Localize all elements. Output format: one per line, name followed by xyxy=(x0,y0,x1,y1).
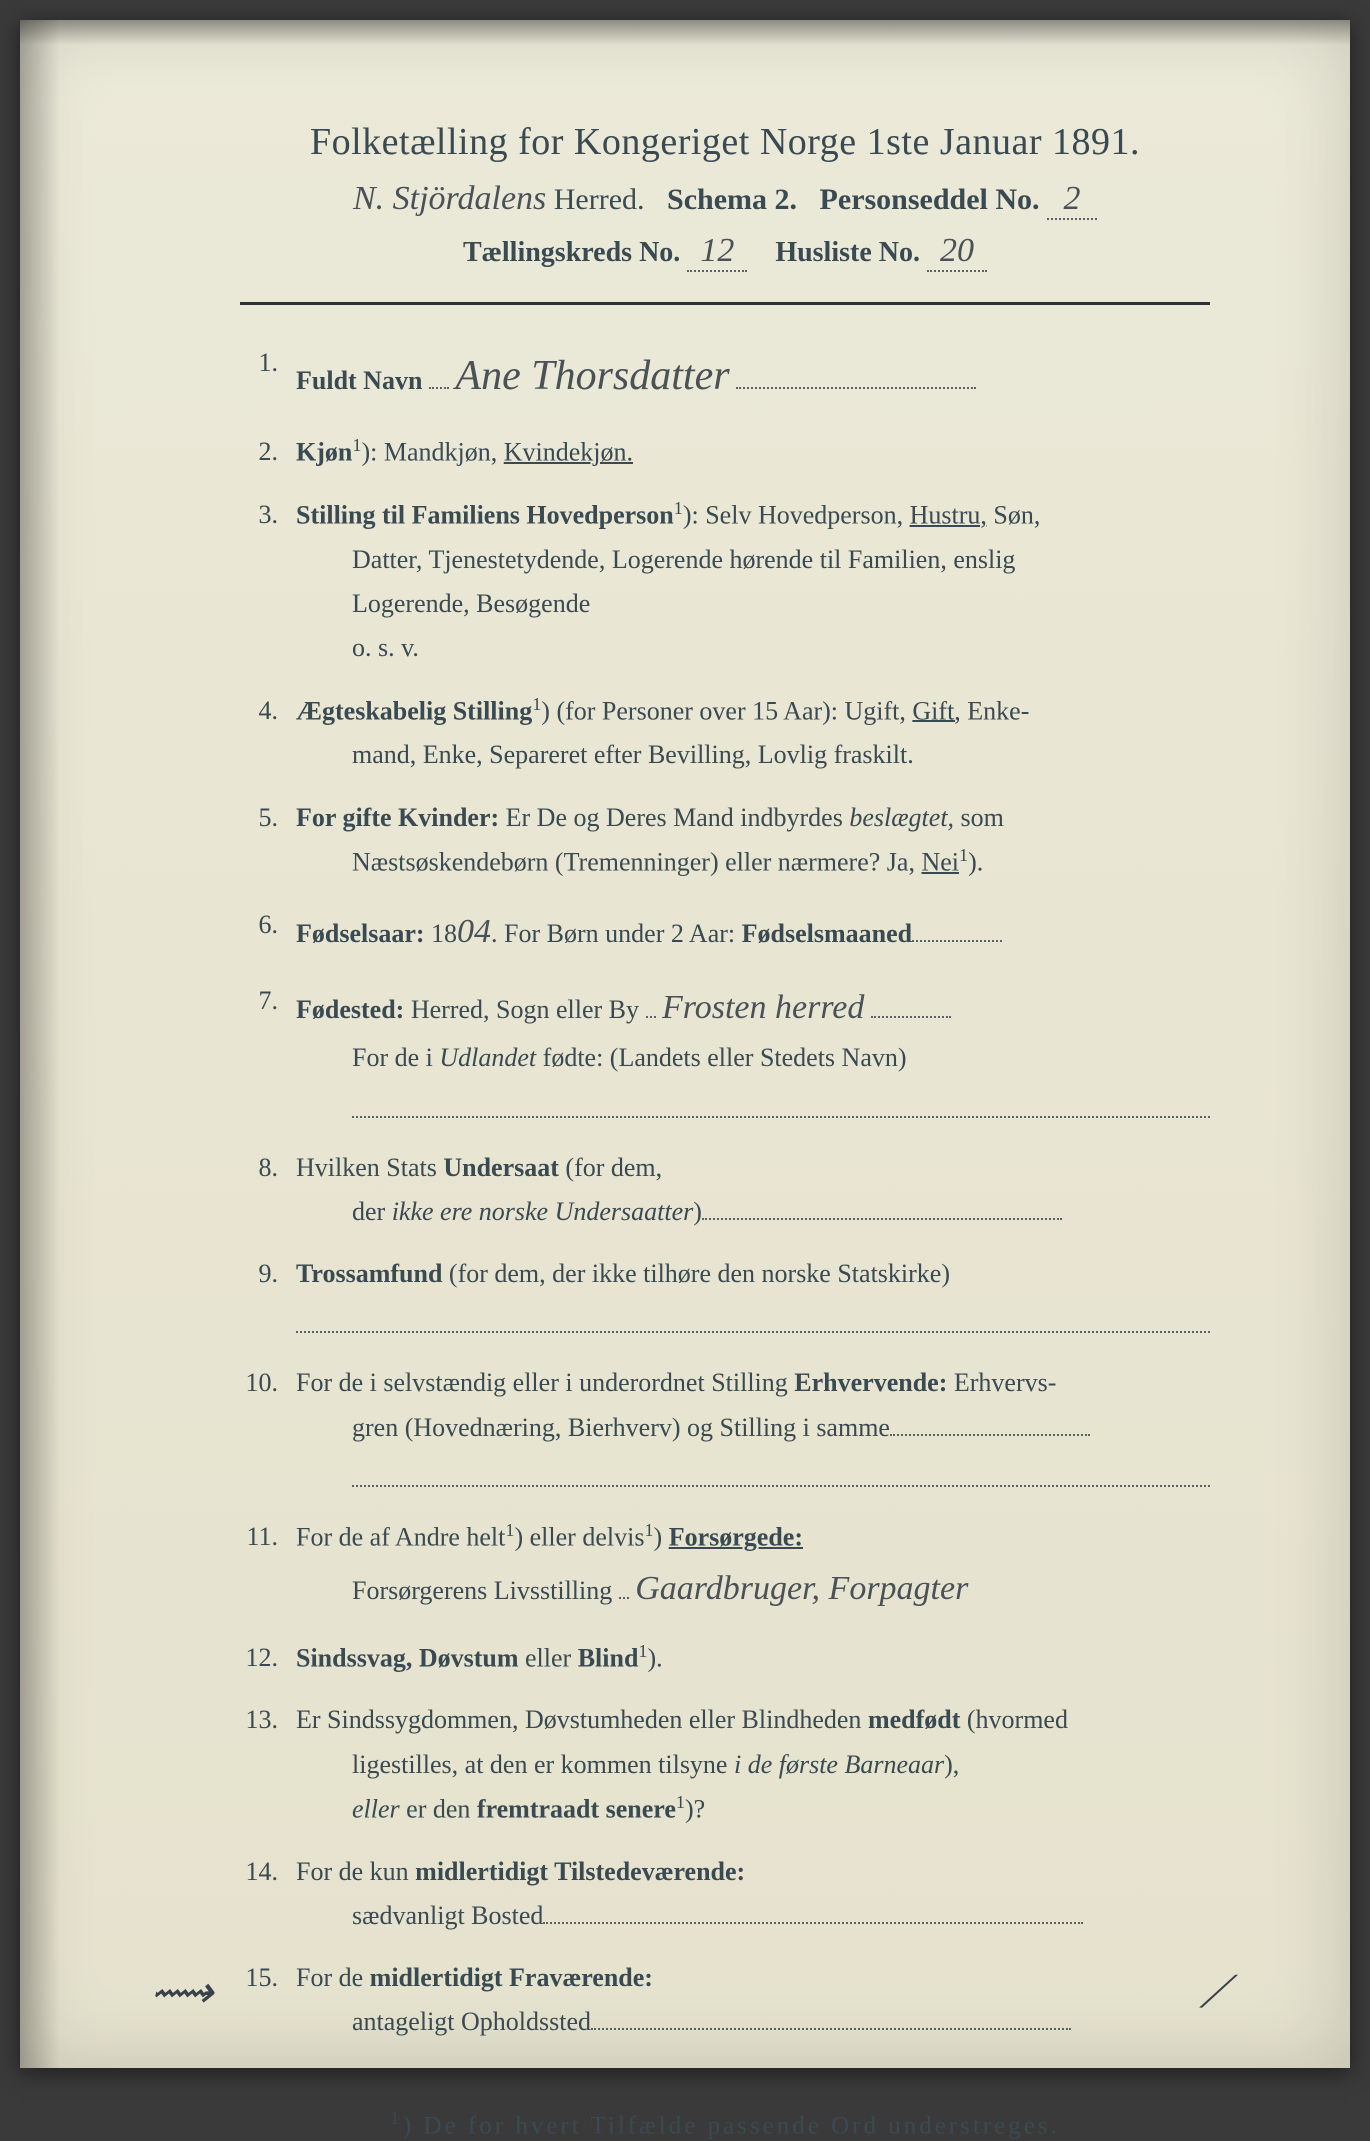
tkreds-no: 12 xyxy=(687,232,747,272)
row-4: 4. Ægteskabelig Stilling1) (for Personer… xyxy=(240,689,1210,778)
page-title: Folketælling for Kongeriget Norge 1ste J… xyxy=(240,120,1210,164)
schema-label: Schema 2. xyxy=(667,183,797,216)
row-5: 5. For gifte Kvinder: Er De og Deres Man… xyxy=(240,796,1210,885)
dotted-blank xyxy=(352,1086,1210,1117)
row-body: Fuldt Navn Ane Thorsdatter xyxy=(296,341,1210,412)
herred-handwritten: N. Stjördalens xyxy=(353,180,546,217)
row-6: 6. Fødselsaar: 1804. For Børn under 2 Aa… xyxy=(240,903,1210,961)
row-12: 12. Sindssvag, Døvstum eller Blind1). xyxy=(240,1636,1210,1681)
label: Kjøn xyxy=(296,438,352,467)
selected-relation: Hustru, xyxy=(910,501,987,530)
birthplace-value: Frosten herred xyxy=(662,989,864,1026)
husliste-no: 20 xyxy=(927,232,987,272)
personseddel-label: Personseddel No. xyxy=(820,183,1040,216)
herred-label: Herred. xyxy=(554,183,645,216)
row-8: 8. Hvilken Stats Undersaat (for dem, der… xyxy=(240,1146,1210,1234)
footnote: 1) De for hvert Tilfælde passende Ord un… xyxy=(240,2108,1210,2140)
row-10: 10. For de i selvstændig eller i underor… xyxy=(240,1361,1210,1497)
row-3: 3. Stilling til Familiens Hovedperson1):… xyxy=(240,493,1210,670)
row-14: 14. For de kun midlertidigt Tilstedevære… xyxy=(240,1850,1210,1938)
row-13: 13. Er Sindssygdommen, Døvstumheden elle… xyxy=(240,1698,1210,1831)
divider xyxy=(240,302,1210,305)
census-form-page: Folketælling for Kongeriget Norge 1ste J… xyxy=(20,20,1350,2068)
dotted-blank xyxy=(296,1302,1210,1333)
husliste-label: Husliste No. xyxy=(775,237,920,268)
row-9: 9. Trossamfund (for dem, der ikke tilhør… xyxy=(240,1252,1210,1343)
row-2: 2. Kjøn1): Mandkjøn, Kvindekjøn. xyxy=(240,430,1210,475)
row-11: 11. For de af Andre helt1) eller delvis1… xyxy=(240,1515,1210,1618)
full-name-value: Ane Thorsdatter xyxy=(455,353,729,399)
tkreds-label: Tællingskreds No. xyxy=(463,237,680,268)
personseddel-no: 2 xyxy=(1047,180,1097,220)
label: Fuldt Navn xyxy=(296,366,422,395)
selected-related: Nei xyxy=(921,848,959,877)
provider-occupation-value: Gaardbruger, Forpagter xyxy=(635,1570,968,1607)
selected-marital: Gift, xyxy=(912,696,960,725)
row-15: 15. For de midlertidigt Fraværende: anta… xyxy=(240,1956,1210,2044)
row-7: 7. Fødested: Herred, Sogn eller By Frost… xyxy=(240,979,1210,1128)
dotted-blank xyxy=(352,1456,1210,1487)
row-num: 1. xyxy=(240,341,296,412)
row-1: 1. Fuldt Navn Ane Thorsdatter xyxy=(240,341,1210,412)
birth-year-value: 04 xyxy=(457,913,491,950)
corner-mark-left: ⟿ xyxy=(150,1967,213,2018)
selected-sex: Kvindekjøn. xyxy=(504,438,633,467)
header-line-2: N. Stjördalens Herred. Schema 2. Persons… xyxy=(240,180,1210,220)
corner-mark-right: ⟋ xyxy=(1199,1967,1230,2018)
header-line-3: Tællingskreds No. 12 Husliste No. 20 xyxy=(240,232,1210,272)
